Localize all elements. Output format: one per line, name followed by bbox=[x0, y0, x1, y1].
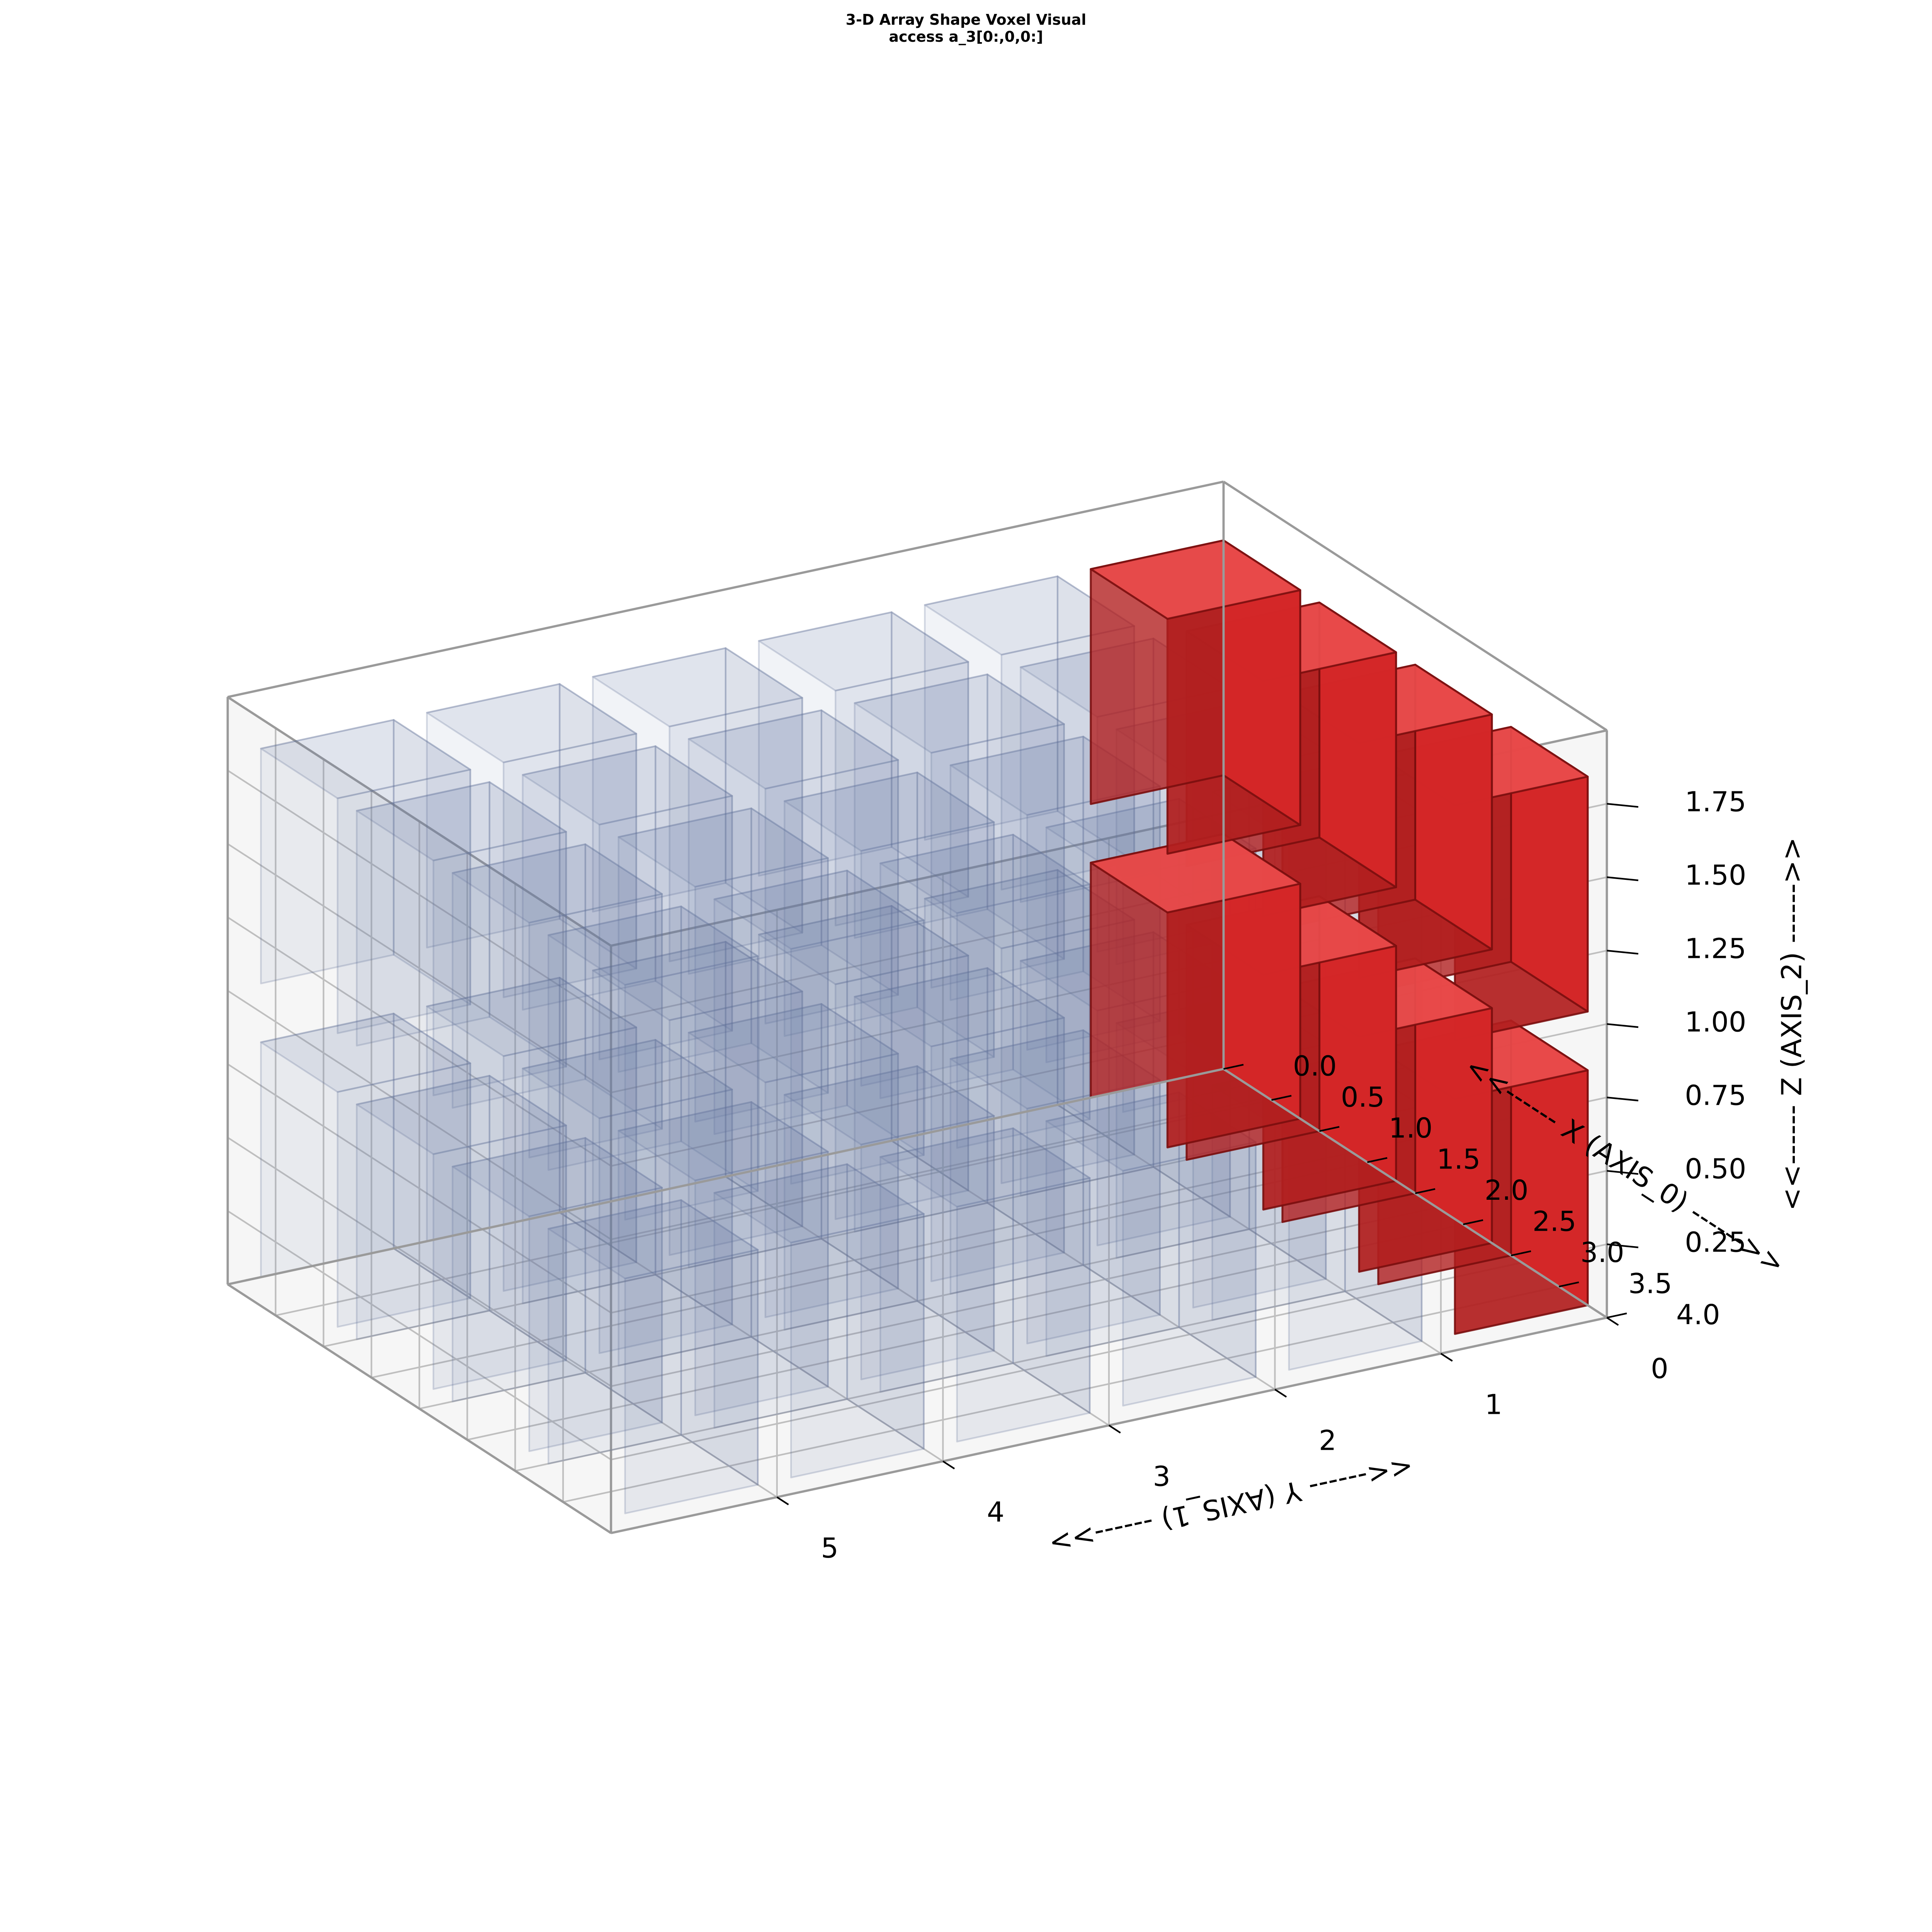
y-tick-label: 2 bbox=[1319, 1425, 1336, 1457]
z-tick-label: 0.75 bbox=[1685, 1080, 1746, 1112]
z-axis-label: <<------ Z (AXIS_2) ------>> bbox=[1776, 837, 1808, 1211]
z-tick-label: 1.25 bbox=[1685, 933, 1746, 965]
chart-area: 0.00.51.01.52.02.53.03.54.00123450.250.5… bbox=[8, 49, 1924, 1868]
y-tick-label: 4 bbox=[987, 1497, 1004, 1529]
x-tick-label: 3.0 bbox=[1580, 1236, 1624, 1269]
chart-title-block: 3-D Array Shape Voxel Visual access a_3[… bbox=[8, 12, 1924, 45]
chart-title-line1: 3-D Array Shape Voxel Visual bbox=[8, 12, 1924, 29]
y-tick-label: 1 bbox=[1485, 1389, 1502, 1421]
y-tick-label: 3 bbox=[1153, 1461, 1170, 1493]
z-tick-label: 1.50 bbox=[1685, 859, 1746, 891]
z-tick-label: 1.00 bbox=[1685, 1006, 1746, 1038]
x-tick-label: 1.5 bbox=[1437, 1143, 1481, 1175]
x-tick-label: 3.5 bbox=[1628, 1268, 1672, 1300]
y-tick-label: 0 bbox=[1651, 1353, 1668, 1385]
voxel-plot: 0.00.51.01.52.02.53.03.54.00123450.250.5… bbox=[8, 49, 1924, 1868]
x-tick-label: 0.5 bbox=[1341, 1081, 1385, 1113]
voxels bbox=[261, 541, 1588, 1514]
y-axis-label: <<------ Y (AXIS_1) ------>> bbox=[1046, 1451, 1416, 1560]
x-tick-label: 2.0 bbox=[1485, 1175, 1529, 1207]
x-tick-label: 0.0 bbox=[1293, 1050, 1337, 1082]
x-tick-label: 4.0 bbox=[1676, 1299, 1720, 1331]
x-tick-label: 2.5 bbox=[1532, 1206, 1577, 1238]
z-tick-label: 1.75 bbox=[1685, 786, 1746, 818]
y-tick-label: 5 bbox=[821, 1532, 838, 1564]
z-tick-label: 0.50 bbox=[1685, 1153, 1746, 1185]
x-tick-label: 1.0 bbox=[1389, 1112, 1433, 1145]
chart-title-line2: access a_3[0:,0,0:] bbox=[8, 29, 1924, 46]
